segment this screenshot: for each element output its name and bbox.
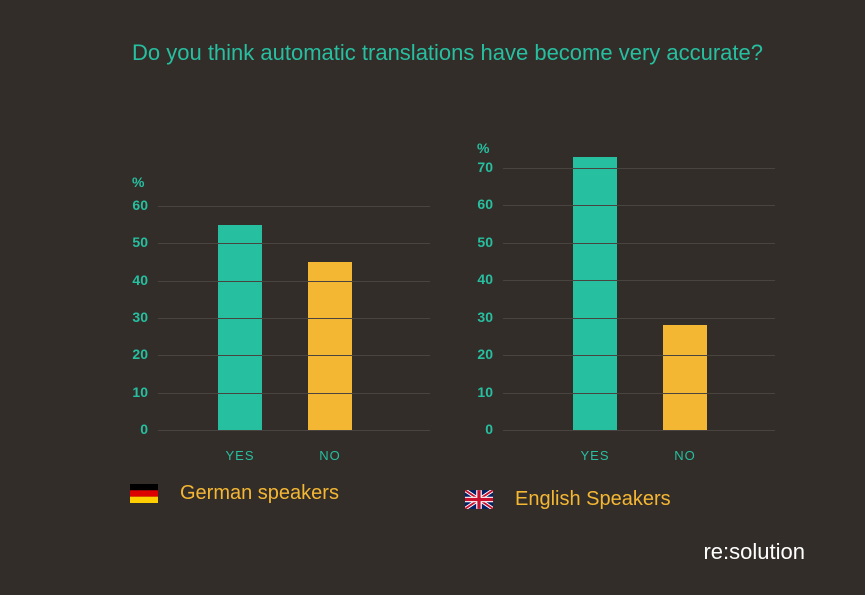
- german-caption: German speakers: [130, 482, 339, 505]
- y-axis-unit: %: [477, 140, 489, 156]
- bar-yes: [573, 157, 617, 430]
- y-tick-label: 30: [126, 309, 148, 325]
- germany-flag-icon: [130, 484, 158, 503]
- gridline: [503, 430, 775, 431]
- x-tick-label: YES: [210, 448, 270, 463]
- y-tick-label: 10: [126, 384, 148, 400]
- y-tick-label: 50: [471, 234, 493, 250]
- brand-logo: re:solution: [703, 539, 805, 565]
- y-tick-label: 20: [471, 346, 493, 362]
- gridline: [503, 168, 775, 169]
- y-tick-label: 20: [126, 346, 148, 362]
- gridline: [158, 393, 430, 394]
- gridline: [158, 206, 430, 207]
- gridline: [503, 280, 775, 281]
- y-tick-label: 50: [126, 234, 148, 250]
- page-title: Do you think automatic translations have…: [132, 40, 763, 66]
- y-axis-unit: %: [132, 174, 144, 190]
- y-tick-label: 10: [471, 384, 493, 400]
- x-tick-label: NO: [300, 448, 360, 463]
- y-tick-label: 60: [126, 197, 148, 213]
- y-tick-label: 30: [471, 309, 493, 325]
- y-tick-label: 0: [126, 421, 148, 437]
- caption-text: German speakers: [180, 482, 339, 505]
- gridline: [158, 243, 430, 244]
- plot-area: [503, 168, 775, 430]
- bar-no: [663, 325, 707, 430]
- gridline: [158, 281, 430, 282]
- german-chart: % 0 10 20 30 40 50 60 YES NO: [110, 130, 450, 470]
- y-tick-label: 0: [471, 421, 493, 437]
- y-tick-label: 60: [471, 196, 493, 212]
- gridline: [503, 243, 775, 244]
- x-tick-label: YES: [565, 448, 625, 463]
- gridline: [503, 393, 775, 394]
- y-tick-label: 40: [126, 272, 148, 288]
- english-chart: % 0 10 20 30 40 50 60 70 YES NO: [455, 130, 795, 470]
- gridline: [503, 205, 775, 206]
- gridline: [158, 430, 430, 431]
- english-caption: English Speakers: [465, 488, 671, 511]
- bar-no: [308, 262, 352, 430]
- gridline: [158, 355, 430, 356]
- gridline: [503, 318, 775, 319]
- bar-yes: [218, 225, 262, 430]
- gridline: [158, 318, 430, 319]
- x-tick-label: NO: [655, 448, 715, 463]
- caption-text: English Speakers: [515, 488, 671, 511]
- y-tick-label: 70: [471, 159, 493, 175]
- y-tick-label: 40: [471, 271, 493, 287]
- uk-flag-icon: [465, 490, 493, 509]
- gridline: [503, 355, 775, 356]
